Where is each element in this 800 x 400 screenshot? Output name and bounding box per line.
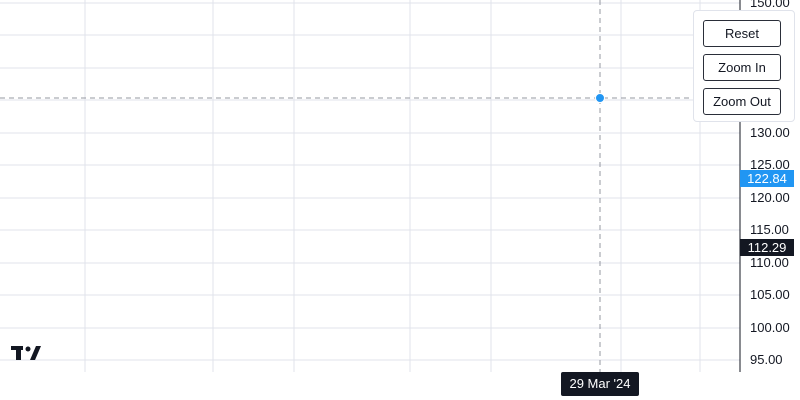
crosshair-time-label: 29 Mar '24 bbox=[561, 372, 639, 396]
chart-controls-panel: Reset Zoom In Zoom Out bbox=[693, 10, 795, 122]
crosshair-point bbox=[595, 93, 605, 103]
price-tick-label: 105.00 bbox=[750, 287, 790, 302]
price-tick-label: 120.00 bbox=[750, 189, 790, 205]
price-tick-label: 150.00 bbox=[750, 0, 790, 10]
price-tick-label: 130.00 bbox=[750, 124, 790, 140]
zoom-out-button[interactable]: Zoom Out bbox=[703, 88, 781, 115]
horizontal-grid-lines bbox=[0, 2, 740, 361]
vertical-grid-lines bbox=[84, 0, 701, 372]
price-tick-label: 100.00 bbox=[750, 319, 790, 335]
price-tick-label: 95.00 bbox=[750, 352, 783, 367]
tradingview-logo-icon[interactable] bbox=[10, 344, 44, 362]
last-price-label: 112.29 bbox=[740, 239, 794, 256]
price-tick-label: 125.00 bbox=[750, 157, 790, 172]
crosshair-price-label: 122.84 bbox=[740, 170, 794, 187]
reset-button[interactable]: Reset bbox=[703, 20, 781, 47]
zoom-in-button[interactable]: Zoom In bbox=[703, 54, 781, 81]
price-tick-label: 115.00 bbox=[750, 222, 789, 237]
price-tick-label: 110.00 bbox=[750, 254, 789, 270]
